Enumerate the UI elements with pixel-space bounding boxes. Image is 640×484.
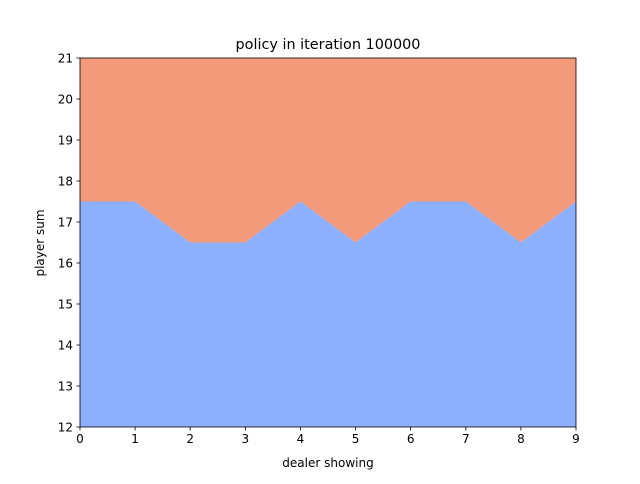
y-tick-label: 21: [58, 52, 73, 66]
x-tick-label: 9: [572, 432, 580, 446]
plot-area: [79, 57, 577, 428]
y-tick-label: 16: [58, 257, 73, 271]
x-tick-label: 4: [297, 432, 305, 446]
y-tick-label: 19: [58, 134, 73, 148]
x-tick-label: 0: [76, 432, 84, 446]
region-above-boundary: [80, 58, 576, 243]
axes-frame: [79, 57, 577, 428]
x-tick-label: 5: [352, 432, 360, 446]
region-below-boundary: [80, 201, 576, 427]
y-tick-label: 13: [58, 380, 73, 394]
x-tick-label: 1: [131, 432, 139, 446]
y-tick-label: 12: [58, 421, 73, 435]
y-axis-ticks: 12 13 14 15 16 17 18 19 20 21: [58, 52, 80, 435]
y-tick-label: 15: [58, 298, 73, 312]
x-tick-label: 3: [242, 432, 250, 446]
x-tick-label: 6: [407, 432, 415, 446]
x-axis-label: dealer showing: [282, 456, 373, 470]
x-tick-label: 2: [186, 432, 194, 446]
y-tick-label: 20: [58, 93, 73, 107]
y-axis-label: player sum: [33, 209, 47, 276]
y-tick-label: 14: [58, 339, 73, 353]
y-tick-label: 18: [58, 175, 73, 189]
x-axis-ticks: 0 1 2 3 4 5 6 7 8 9: [76, 427, 580, 446]
x-tick-label: 7: [462, 432, 470, 446]
x-tick-label: 8: [517, 432, 525, 446]
y-tick-label: 17: [58, 216, 73, 230]
chart-title: policy in iteration 100000: [236, 37, 421, 53]
